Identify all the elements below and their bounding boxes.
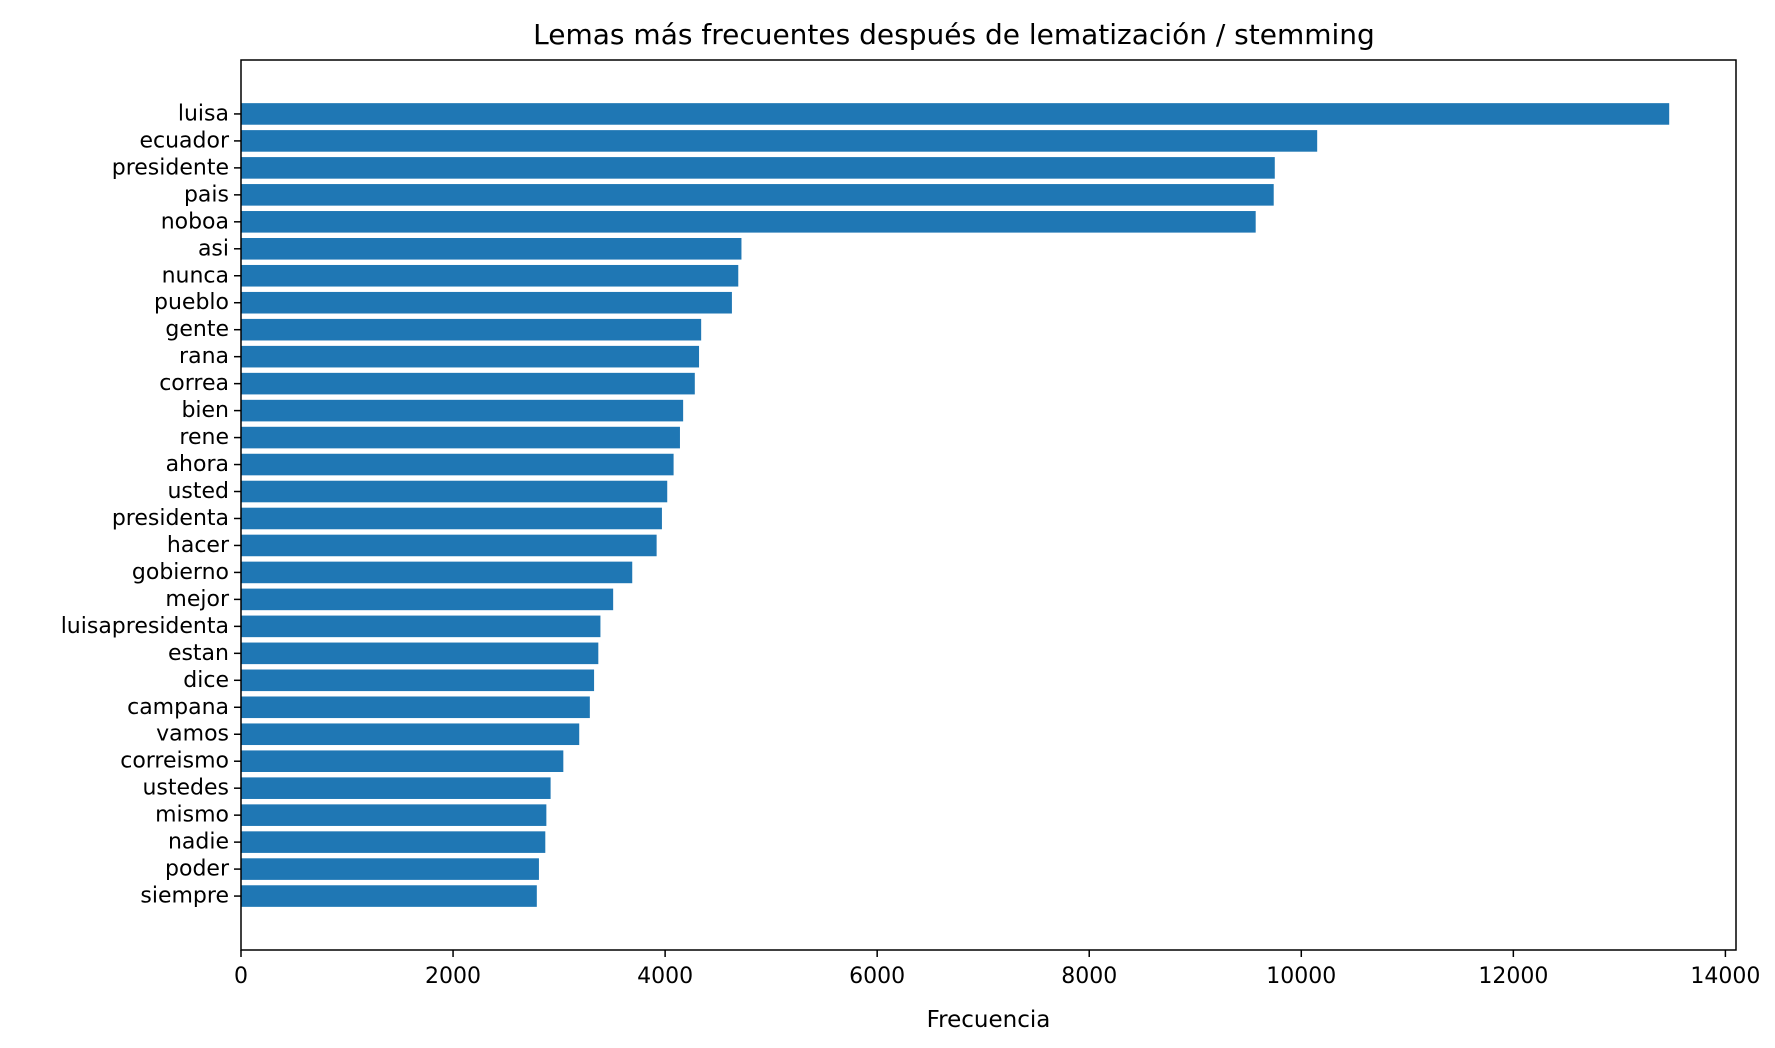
x-tick-label-8000: 8000 bbox=[1061, 964, 1117, 989]
bar-correismo bbox=[241, 750, 564, 772]
bars-group bbox=[241, 103, 1670, 907]
y-tick-label-gobierno: gobierno bbox=[132, 560, 229, 585]
bar-gobierno bbox=[241, 561, 633, 584]
x-tick-label-6000: 6000 bbox=[849, 964, 905, 989]
bar-rana bbox=[241, 345, 700, 368]
y-tick-label-ahora: ahora bbox=[166, 452, 229, 477]
bar-mejor bbox=[241, 588, 614, 611]
bar-rene bbox=[241, 426, 680, 449]
bar-bien bbox=[241, 399, 684, 422]
y-tick-label-noboa: noboa bbox=[161, 209, 229, 234]
y-tick-label-estan: estan bbox=[168, 641, 229, 666]
x-tick-label-2000: 2000 bbox=[425, 964, 481, 989]
bar-correa bbox=[241, 372, 695, 395]
y-tick-label-mismo: mismo bbox=[155, 803, 229, 828]
x-tick-label-12000: 12000 bbox=[1478, 964, 1548, 989]
y-tick-label-luisa: luisa bbox=[178, 101, 229, 126]
y-tick-label-campana: campana bbox=[127, 695, 229, 720]
x-axis-label: Frecuencia bbox=[927, 1007, 1051, 1033]
y-tick-label-poder: poder bbox=[165, 857, 230, 882]
bar-dice bbox=[241, 669, 595, 692]
bar-ustedes bbox=[241, 777, 551, 799]
bar-pueblo bbox=[241, 291, 732, 314]
y-tick-label-usted: usted bbox=[167, 479, 229, 504]
x-tick-label-10000: 10000 bbox=[1266, 964, 1336, 989]
y-tick-label-asi: asi bbox=[198, 236, 229, 261]
y-tick-label-vamos: vamos bbox=[156, 722, 229, 747]
bar-siempre bbox=[241, 885, 537, 907]
y-tick-label-bien: bien bbox=[181, 398, 229, 423]
y-tick-label-luisapresidenta: luisapresidenta bbox=[61, 614, 229, 639]
x-tick-label-0: 0 bbox=[234, 964, 248, 989]
bar-ecuador bbox=[241, 130, 1318, 152]
y-tick-label-siempre: siempre bbox=[140, 884, 229, 909]
y-tick-label-mejor: mejor bbox=[165, 587, 230, 612]
bar-pais bbox=[241, 184, 1274, 206]
bar-nadie bbox=[241, 831, 546, 853]
y-tick-label-correismo: correismo bbox=[120, 749, 229, 774]
bar-luisa bbox=[241, 103, 1670, 125]
bar-poder bbox=[241, 858, 539, 880]
y-tick-label-presidenta: presidenta bbox=[112, 506, 229, 531]
plot-frame bbox=[240, 59, 1737, 951]
bar-nunca bbox=[241, 264, 739, 287]
bar-hacer bbox=[241, 534, 657, 557]
bar-luisapresidenta bbox=[241, 615, 601, 638]
bar-presidenta bbox=[241, 507, 662, 530]
bar-asi bbox=[241, 238, 742, 260]
y-tick-label-dice: dice bbox=[183, 668, 229, 693]
bar-estan bbox=[241, 642, 599, 665]
y-tick-label-correa: correa bbox=[159, 371, 229, 396]
y-tick-label-nadie: nadie bbox=[168, 830, 229, 855]
bar-noboa bbox=[241, 211, 1256, 233]
y-tick-label-rene: rene bbox=[179, 425, 229, 450]
x-tick-label-14000: 14000 bbox=[1690, 964, 1760, 989]
y-tick-label-ecuador: ecuador bbox=[139, 128, 229, 153]
x-tick-label-4000: 4000 bbox=[637, 964, 693, 989]
y-tick-label-presidente: presidente bbox=[112, 155, 229, 180]
y-tick-label-nunca: nunca bbox=[162, 263, 229, 288]
y-tick-label-pueblo: pueblo bbox=[154, 290, 229, 315]
y-tick-label-ustedes: ustedes bbox=[142, 776, 229, 801]
bar-presidente bbox=[241, 157, 1275, 179]
bar-ahora bbox=[241, 453, 674, 476]
bar-usted bbox=[241, 480, 668, 503]
y-tick-label-rana: rana bbox=[179, 344, 229, 369]
chart-title: Lemas más frecuentes después de lematiza… bbox=[533, 18, 1375, 51]
y-axis: luisaecuadorpresidentepaisnoboaasinuncap… bbox=[61, 101, 241, 909]
bar-gente bbox=[241, 318, 702, 341]
bar-vamos bbox=[241, 723, 580, 746]
y-tick-label-pais: pais bbox=[184, 182, 229, 207]
bar-mismo bbox=[241, 804, 547, 826]
x-axis: 0 2000 4000 6000 8000 10000 12000 14000 bbox=[234, 950, 1760, 989]
y-tick-label-gente: gente bbox=[165, 317, 229, 342]
y-tick-label-hacer: hacer bbox=[167, 533, 230, 558]
bar-campana bbox=[241, 696, 590, 719]
